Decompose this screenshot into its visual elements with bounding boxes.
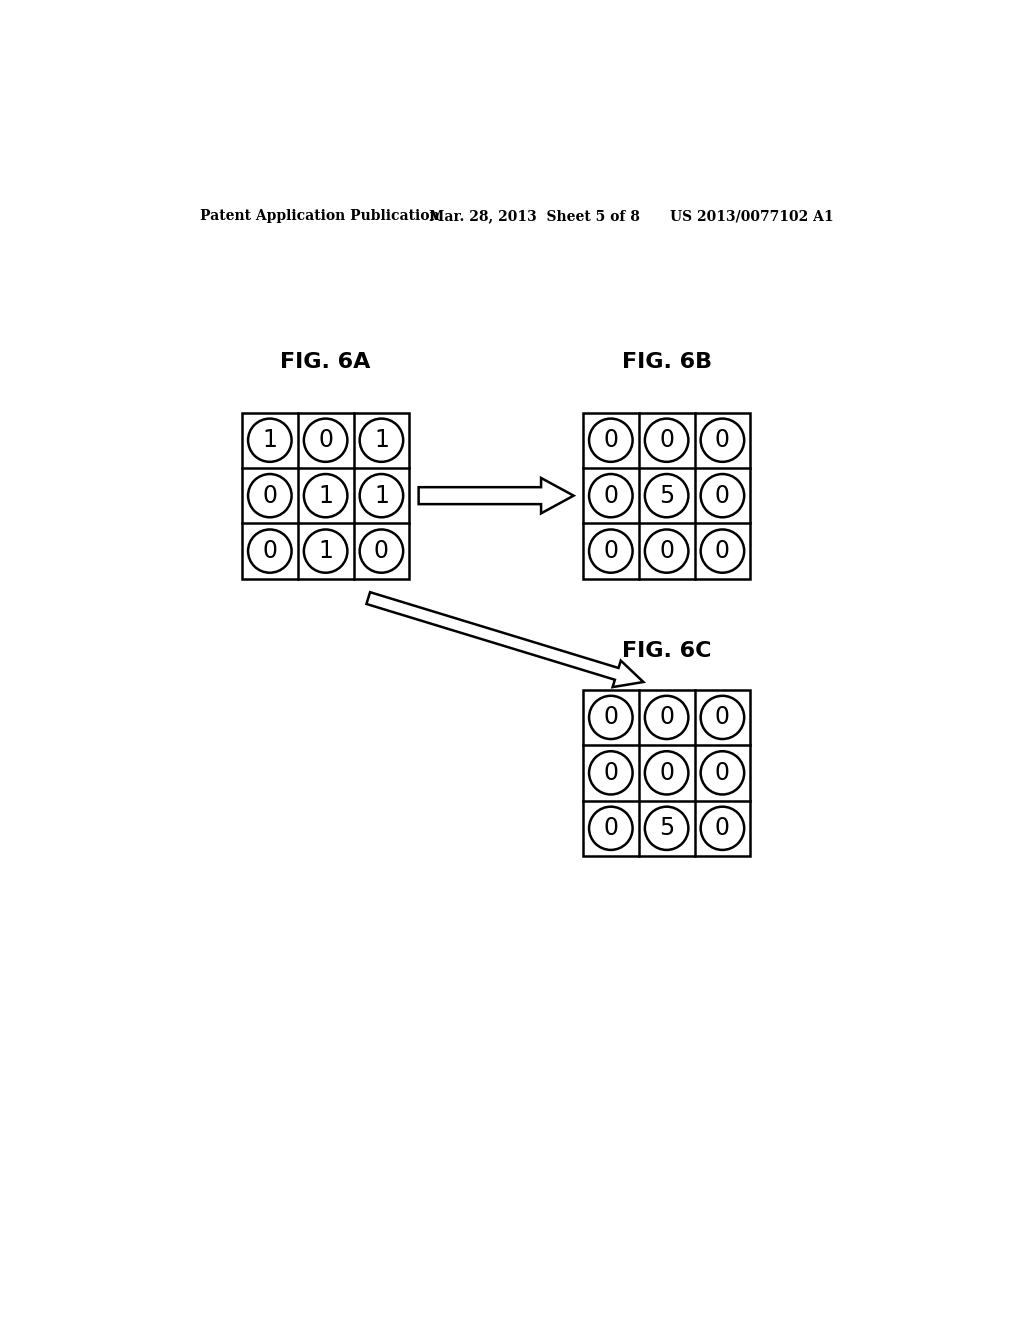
Polygon shape bbox=[419, 478, 573, 513]
Text: FIG. 6A: FIG. 6A bbox=[281, 352, 371, 372]
Text: 0: 0 bbox=[318, 428, 333, 453]
Text: 0: 0 bbox=[659, 705, 674, 730]
Text: 0: 0 bbox=[603, 760, 618, 785]
Text: 1: 1 bbox=[318, 539, 333, 564]
Text: 1: 1 bbox=[318, 483, 333, 508]
Text: 5: 5 bbox=[659, 483, 674, 508]
Text: 0: 0 bbox=[603, 483, 618, 508]
Text: Mar. 28, 2013  Sheet 5 of 8: Mar. 28, 2013 Sheet 5 of 8 bbox=[429, 209, 640, 223]
Text: 1: 1 bbox=[374, 428, 389, 453]
Text: Patent Application Publication: Patent Application Publication bbox=[200, 209, 439, 223]
Bar bbox=[583, 413, 751, 579]
Text: 1: 1 bbox=[262, 428, 278, 453]
Text: 0: 0 bbox=[262, 539, 278, 564]
Text: 0: 0 bbox=[603, 705, 618, 730]
Text: 0: 0 bbox=[659, 760, 674, 785]
Text: 0: 0 bbox=[659, 539, 674, 564]
Text: 0: 0 bbox=[374, 539, 389, 564]
Text: 0: 0 bbox=[715, 539, 730, 564]
Polygon shape bbox=[367, 593, 643, 688]
Text: 0: 0 bbox=[715, 760, 730, 785]
Text: 0: 0 bbox=[603, 428, 618, 453]
Text: 0: 0 bbox=[715, 816, 730, 841]
Text: US 2013/0077102 A1: US 2013/0077102 A1 bbox=[671, 209, 835, 223]
Text: 0: 0 bbox=[715, 705, 730, 730]
Text: 0: 0 bbox=[715, 428, 730, 453]
Text: 0: 0 bbox=[603, 816, 618, 841]
Text: 5: 5 bbox=[659, 816, 674, 841]
Text: FIG. 6C: FIG. 6C bbox=[622, 642, 712, 661]
Text: 1: 1 bbox=[374, 483, 389, 508]
Text: 0: 0 bbox=[262, 483, 278, 508]
Text: 0: 0 bbox=[715, 483, 730, 508]
Bar bbox=[583, 689, 751, 857]
Text: 0: 0 bbox=[659, 428, 674, 453]
Bar bbox=[242, 413, 410, 579]
Text: FIG. 6B: FIG. 6B bbox=[622, 352, 712, 372]
Text: 0: 0 bbox=[603, 539, 618, 564]
